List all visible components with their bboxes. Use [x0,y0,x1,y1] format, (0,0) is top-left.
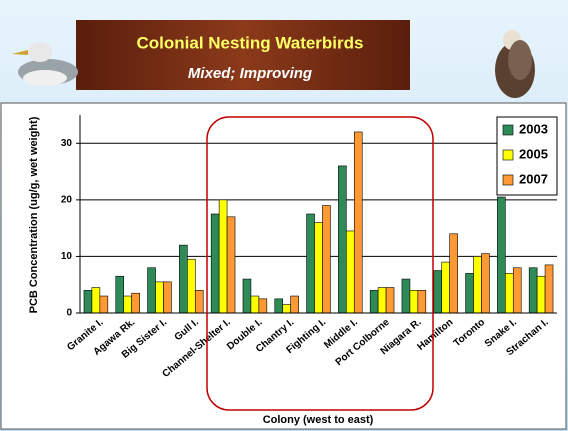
bar [385,287,395,314]
bar [187,258,196,314]
legend-label: 2005 [519,146,548,161]
bar [377,287,387,314]
gull-icon [12,42,78,86]
bar [163,281,172,314]
legend-swatch [502,174,514,186]
eagle-icon [495,30,535,98]
bar [314,222,323,314]
chart-subtitle: Mixed; Improving [188,65,312,82]
bar [242,278,252,314]
bar [258,298,268,314]
legend-label: 2007 [519,171,548,186]
bar [536,275,546,314]
bar [473,256,482,314]
bar [401,278,411,314]
highlight-box [206,116,434,411]
bar [226,216,236,314]
legend-swatch [502,149,514,161]
bar [433,270,443,314]
bar [155,281,164,314]
bar [441,261,450,314]
bar [250,295,260,314]
bar [218,199,228,314]
bar [179,244,188,314]
chart-title: Colonial Nesting Waterbirds [136,33,363,52]
bar [512,267,522,314]
legend-label: 2003 [519,121,548,136]
bar [290,295,299,314]
bar [147,267,156,314]
bar [346,230,355,314]
bar [306,213,315,314]
bar [322,205,331,314]
bar [409,290,419,314]
bar [282,304,291,314]
y-axis-label: PCB Concentration (ug/g, wet weight) [28,116,40,313]
y-tick-label: 30 [61,138,73,149]
bar [528,267,538,314]
bar [369,290,379,314]
x-axis-label: Colony (west to east) [263,414,374,426]
title-box [76,20,410,90]
bar [115,275,125,314]
bar [210,213,220,314]
bar [497,196,506,314]
bar [353,131,363,314]
bar [449,233,458,314]
bar [274,298,284,314]
bar [417,290,427,314]
bar [99,295,109,314]
bar [505,273,514,314]
bar [481,253,490,314]
legend-swatch [502,124,514,136]
bar [131,292,140,314]
y-tick-label: 0 [66,308,72,319]
chart-panel [0,102,567,430]
bar [194,290,204,314]
bar [91,287,101,314]
bar [544,264,554,314]
bar [465,273,474,314]
bar [123,295,132,314]
bar [83,290,93,314]
y-tick-label: 10 [61,251,73,262]
y-tick-label: 20 [61,194,73,205]
bar [338,165,347,314]
